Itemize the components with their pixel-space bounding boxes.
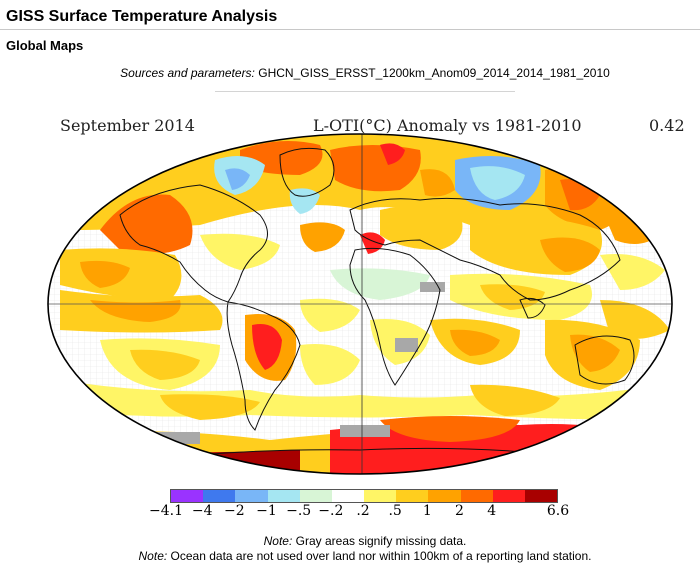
legend-tick-label: −4.1 xyxy=(149,503,183,519)
map-date: September 2014 xyxy=(60,116,195,135)
legend-swatch xyxy=(364,490,397,502)
ocean-data-note: Note: Ocean data are not used over land … xyxy=(0,549,700,563)
legend-swatch xyxy=(203,490,236,502)
legend-tick-label: .5 xyxy=(388,503,402,519)
legend-tick-label: 2 xyxy=(455,503,464,519)
sources-label: Sources and parameters: xyxy=(120,66,255,80)
legend-swatch xyxy=(235,490,268,502)
missing-data-note: Note: Gray areas signify missing data. xyxy=(0,534,700,548)
legend-tick-label: 4 xyxy=(487,503,497,519)
legend-swatch xyxy=(492,490,525,502)
missing-note-text: Gray areas signify missing data. xyxy=(292,534,467,548)
legend-tick-label: .2 xyxy=(356,503,370,519)
legend-tick-label: −.2 xyxy=(318,503,344,519)
color-legend-bar xyxy=(170,489,558,503)
legend-tick-label: −.5 xyxy=(286,503,312,519)
legend-swatch xyxy=(428,490,461,502)
legend-swatch xyxy=(396,490,429,502)
section-title: Global Maps xyxy=(6,38,84,53)
legend-tick-label: 1 xyxy=(422,503,432,519)
global-mean-value: 0.42 xyxy=(649,116,685,135)
legend-tick-label: 6.6 xyxy=(546,503,570,519)
map-title: L-OTI(°C) Anomaly vs 1981-2010 xyxy=(313,116,582,135)
missing-note-label: Note: xyxy=(263,534,293,548)
legend-tick-label: −2 xyxy=(224,503,245,519)
map-border xyxy=(47,133,673,475)
sources-divider xyxy=(215,91,515,92)
legend-swatch xyxy=(524,490,558,502)
ocean-note-text: Ocean data are not used over land nor wi… xyxy=(167,549,592,563)
title-divider xyxy=(0,29,700,30)
legend-swatch xyxy=(171,490,204,502)
legend-swatch xyxy=(460,490,493,502)
legend-swatch xyxy=(331,490,365,502)
map-fill xyxy=(48,134,672,474)
legend-tick-label: −1 xyxy=(256,503,277,519)
legend-swatch xyxy=(267,490,300,502)
sources-line: Sources and parameters: GHCN_GISS_ERSST_… xyxy=(0,66,700,80)
legend-tick-label: −4 xyxy=(191,503,213,519)
page-title: GISS Surface Temperature Analysis xyxy=(6,8,278,25)
legend-swatch xyxy=(299,490,332,502)
ocean-note-label: Note: xyxy=(138,549,168,563)
sources-value: GHCN_GISS_ERSST_1200km_Anom09_2014_2014_… xyxy=(258,66,610,80)
